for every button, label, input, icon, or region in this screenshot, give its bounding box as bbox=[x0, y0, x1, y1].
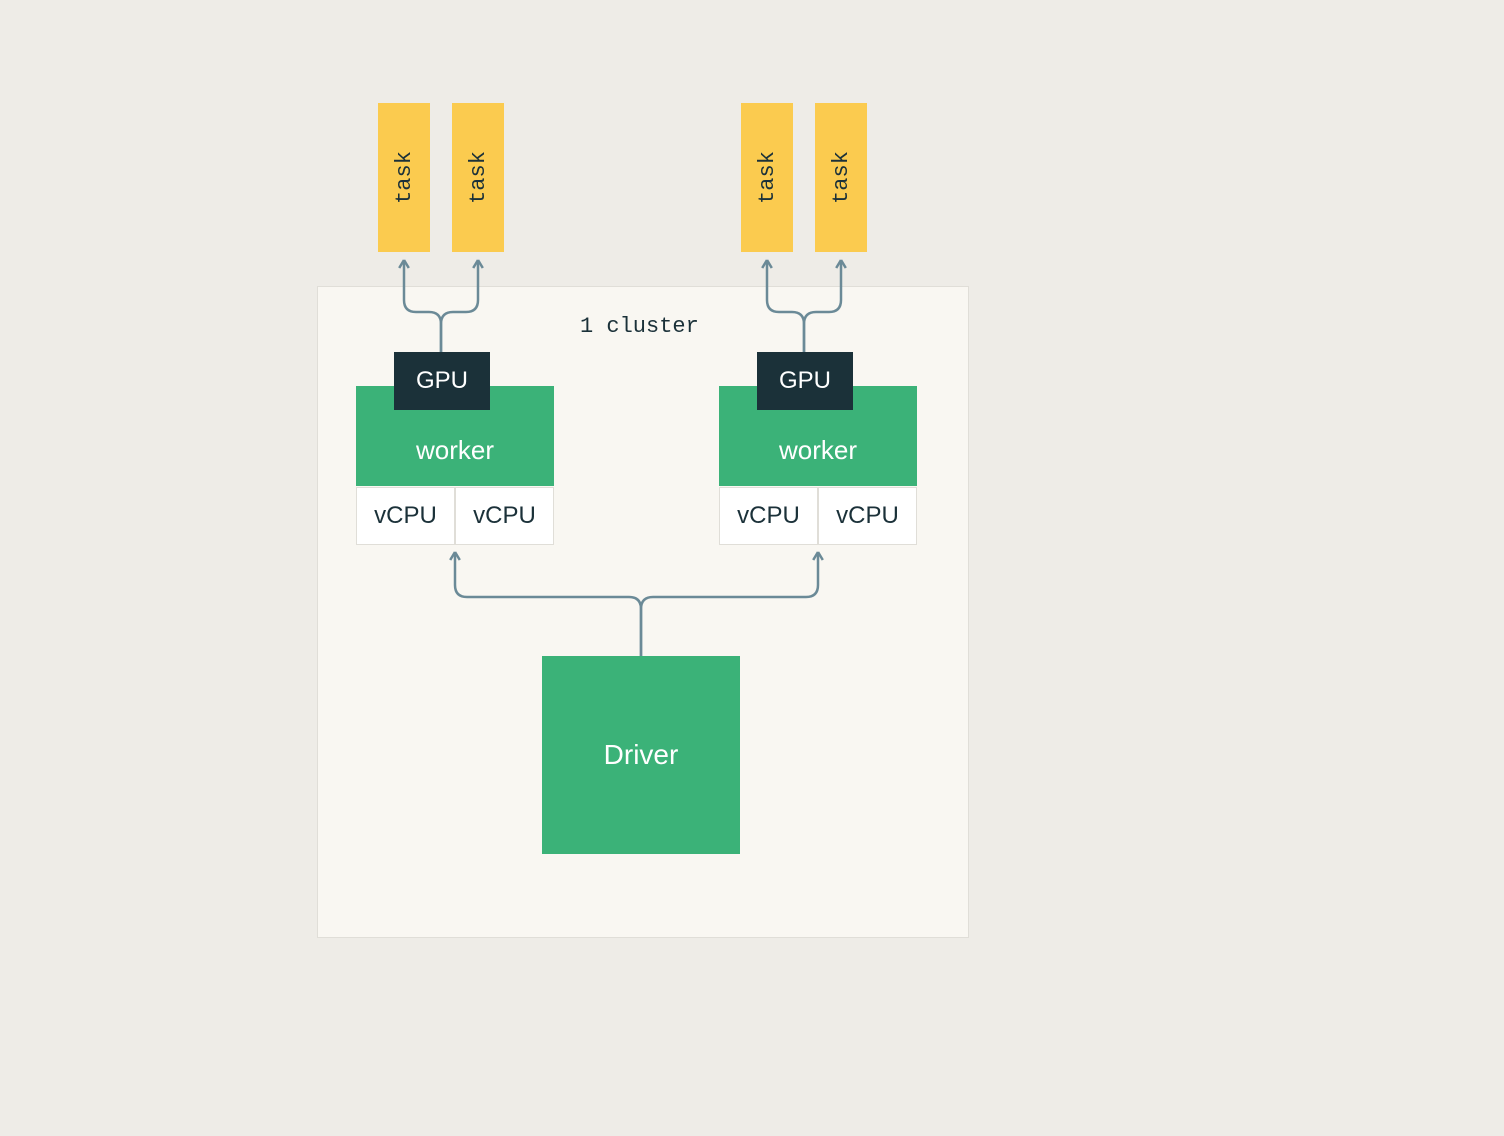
task-label: task bbox=[466, 151, 491, 204]
task-label: task bbox=[755, 151, 780, 204]
worker-0-vcpu-1: vCPU bbox=[455, 487, 554, 545]
driver-label: Driver bbox=[604, 739, 679, 771]
worker-0-gpu: GPU bbox=[394, 352, 490, 410]
task-2: task bbox=[741, 103, 793, 252]
task-label: task bbox=[829, 151, 854, 204]
diagram-canvas: 1 cluster task task task task worker GPU… bbox=[0, 0, 1274, 985]
worker-1-gpu: GPU bbox=[757, 352, 853, 410]
vcpu-label: vCPU bbox=[374, 502, 437, 530]
cluster-label: 1 cluster bbox=[580, 314, 699, 339]
gpu-label: GPU bbox=[779, 367, 831, 395]
vcpu-label: vCPU bbox=[836, 502, 899, 530]
task-1: task bbox=[452, 103, 504, 252]
worker-label: worker bbox=[779, 435, 857, 466]
worker-1-vcpu-0: vCPU bbox=[719, 487, 818, 545]
gpu-label: GPU bbox=[416, 367, 468, 395]
driver-box: Driver bbox=[542, 656, 740, 854]
worker-1-vcpu-1: vCPU bbox=[818, 487, 917, 545]
vcpu-label: vCPU bbox=[737, 502, 800, 530]
task-0: task bbox=[378, 103, 430, 252]
task-label: task bbox=[392, 151, 417, 204]
worker-label: worker bbox=[416, 435, 494, 466]
worker-0-vcpu-0: vCPU bbox=[356, 487, 455, 545]
task-3: task bbox=[815, 103, 867, 252]
vcpu-label: vCPU bbox=[473, 502, 536, 530]
